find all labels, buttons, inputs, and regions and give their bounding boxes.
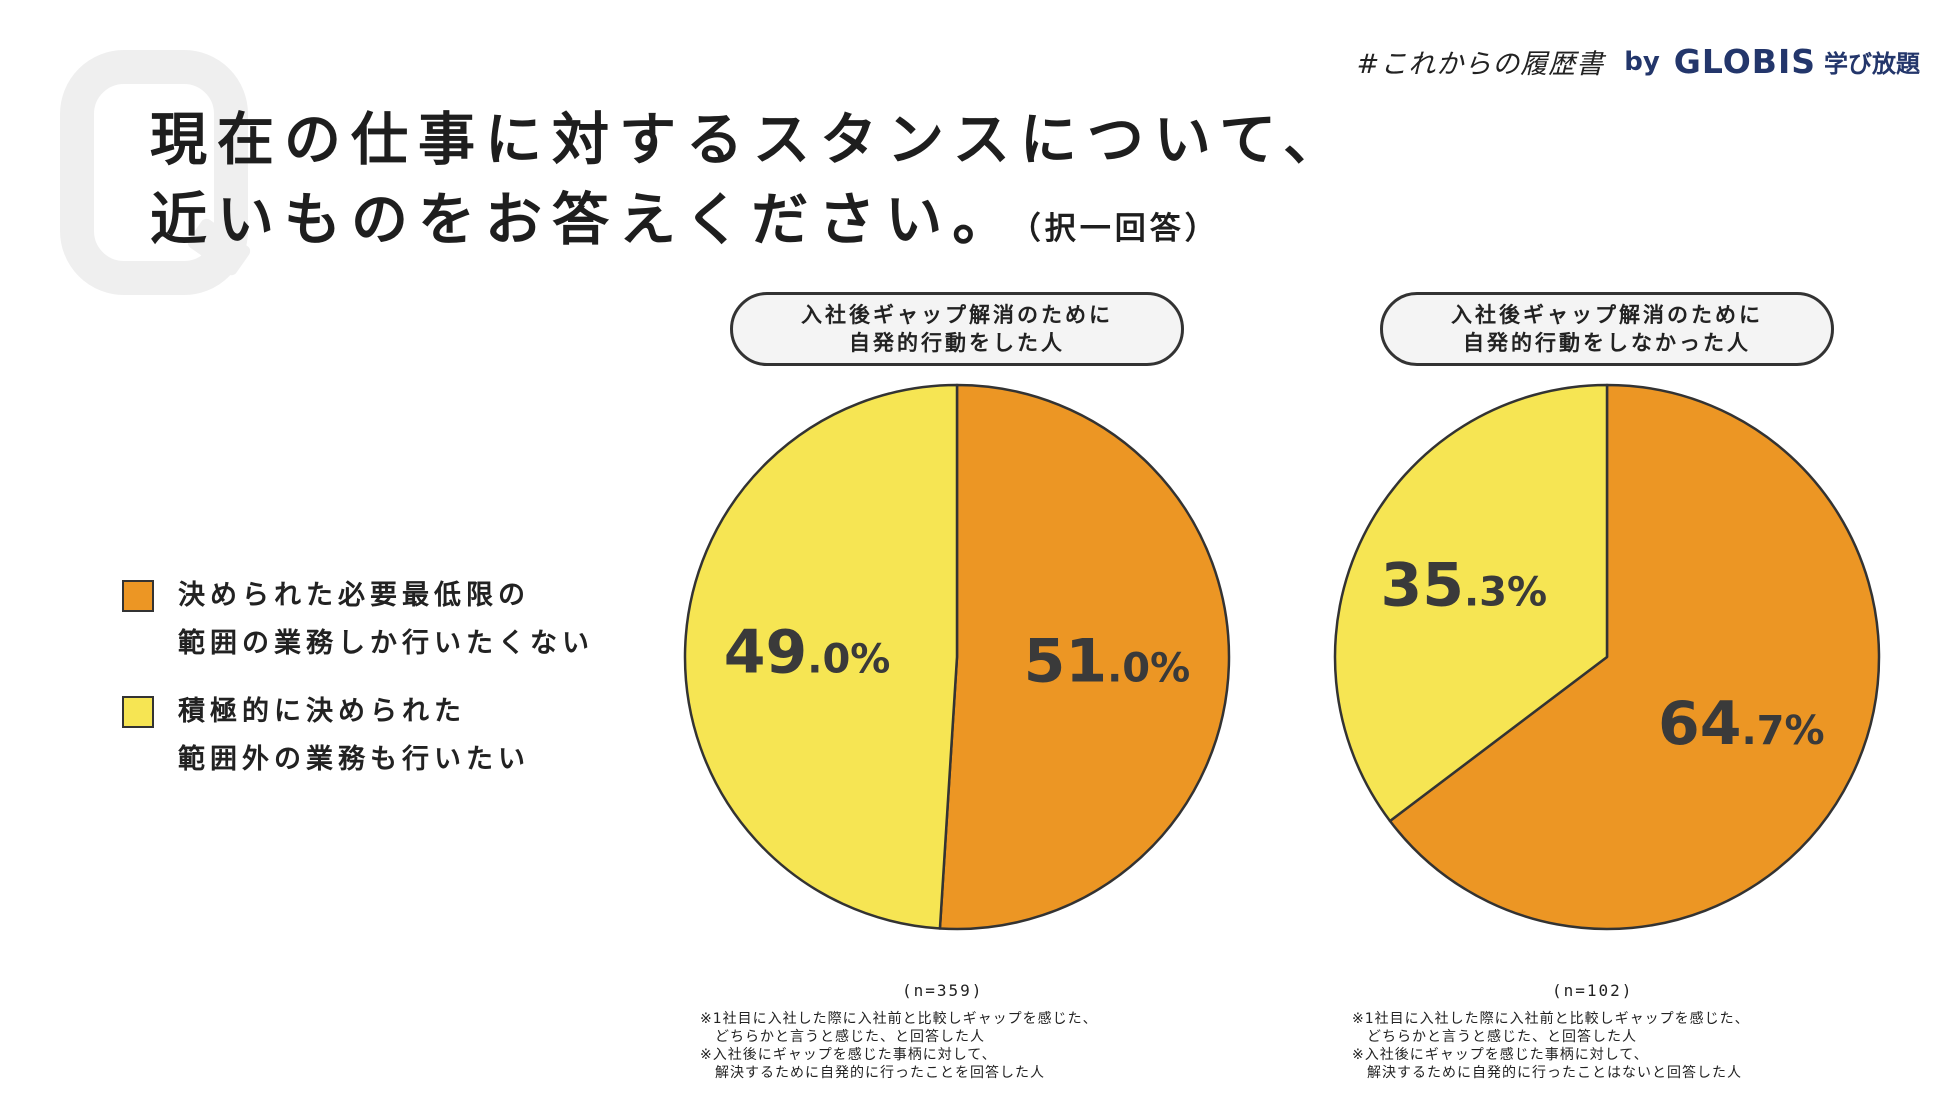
question-title: 現在の仕事に対するスタンスについて、 近いものをお答えください。 （択一回答）: [150, 100, 1350, 269]
legend-label-proactive: 積極的に決められた 範囲外の業務も行いたい: [178, 696, 530, 775]
brand-hashtag: #これからの履歴書: [1356, 49, 1605, 80]
brand-sub: 学び放題: [1824, 50, 1920, 78]
title-line-2-text: 近いものをお答えください。: [150, 187, 1020, 253]
legend-item-minimum: 決められた必要最低限の 範囲の業務しか行いたくない: [122, 572, 594, 668]
pie-label-not-acted-0: 64.7%: [1658, 689, 1825, 759]
pie-slice-not-acted-0: [1388, 383, 1881, 931]
brand-by: by: [1624, 46, 1660, 77]
legend-swatch-orange: [122, 580, 154, 612]
footnote-not-acted: ※1社目に入社した際に入社前と比較しギャップを感じた、 どちらかと言うと感じた、…: [1352, 1011, 1750, 1081]
legend: 決められた必要最低限の 範囲の業務しか行いたくない 積極的に決められた 範囲外の…: [122, 572, 594, 804]
sample-size-acted: (n=359): [902, 981, 984, 1000]
pie-acted: 51.0% 49.0%: [683, 383, 1231, 931]
pie-label-acted-1: 49.0%: [724, 617, 891, 687]
pie-slice-acted-0: [938, 383, 1231, 931]
pie-slice-acted-1: [683, 383, 959, 930]
pie-label-acted-0: 51.0%: [1024, 627, 1191, 697]
title-line-2: 近いものをお答えください。 （択一回答）: [150, 180, 1350, 269]
sample-size-not-acted: (n=102): [1552, 981, 1634, 1000]
chart-title-not-acted: 入社後ギャップ解消のために 自発的行動をしなかった人: [1380, 292, 1834, 366]
legend-swatch-yellow: [122, 696, 154, 728]
pie-not-acted: 64.7% 35.3%: [1333, 383, 1881, 931]
legend-label-minimum: 決められた必要最低限の 範囲の業務しか行いたくない: [178, 580, 594, 659]
pie-label-not-acted-1: 35.3%: [1380, 551, 1547, 621]
pie-slice-not-acted-1: [1333, 383, 1609, 823]
chart-title-acted: 入社後ギャップ解消のために 自発的行動をした人: [730, 292, 1184, 366]
title-line-1: 現在の仕事に対するスタンスについて、: [150, 107, 1351, 173]
brand-header: #これからの履歴書 by GLOBIS 学び放題: [1357, 42, 1920, 81]
footnote-acted: ※1社目に入社した際に入社前と比較しギャップを感じた、 どちらかと言うと感じた、…: [700, 1011, 1098, 1081]
legend-item-proactive: 積極的に決められた 範囲外の業務も行いたい: [122, 688, 594, 784]
title-note: （択一回答）: [1025, 211, 1220, 247]
globis-logo: GLOBIS: [1673, 42, 1816, 81]
